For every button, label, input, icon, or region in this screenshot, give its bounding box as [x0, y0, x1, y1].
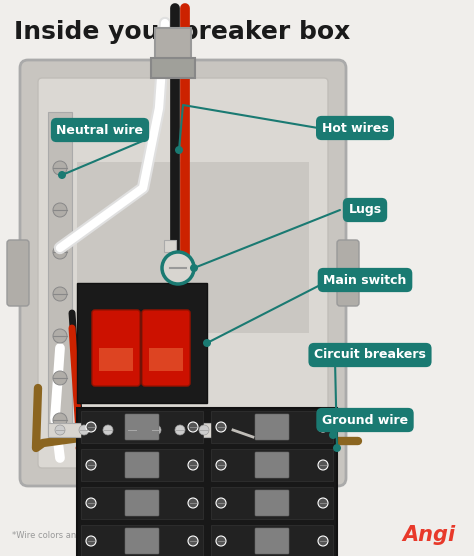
FancyBboxPatch shape — [255, 414, 289, 440]
FancyBboxPatch shape — [255, 452, 289, 478]
Circle shape — [199, 425, 209, 435]
FancyBboxPatch shape — [142, 310, 190, 386]
Circle shape — [53, 371, 67, 385]
Text: Ground wire: Ground wire — [322, 414, 408, 426]
Circle shape — [318, 422, 328, 432]
Circle shape — [79, 425, 89, 435]
Text: Circuit breakers: Circuit breakers — [314, 349, 426, 361]
FancyBboxPatch shape — [125, 490, 159, 516]
Text: Inside your breaker box: Inside your breaker box — [14, 20, 350, 44]
Circle shape — [216, 460, 226, 470]
Circle shape — [53, 161, 67, 175]
Circle shape — [216, 498, 226, 508]
Circle shape — [188, 422, 198, 432]
Circle shape — [188, 460, 198, 470]
Circle shape — [216, 536, 226, 546]
Bar — [211, 487, 333, 519]
Circle shape — [318, 498, 328, 508]
Bar — [149, 348, 183, 371]
Circle shape — [53, 329, 67, 343]
FancyBboxPatch shape — [20, 60, 346, 486]
Bar — [77, 408, 337, 556]
Text: Angi: Angi — [402, 525, 455, 545]
Bar — [77, 283, 207, 403]
Text: Lugs: Lugs — [348, 203, 382, 216]
Bar — [48, 112, 72, 434]
FancyBboxPatch shape — [92, 310, 140, 386]
Text: Neutral wire: Neutral wire — [56, 123, 144, 137]
Circle shape — [175, 425, 185, 435]
Circle shape — [58, 171, 66, 179]
Circle shape — [127, 425, 137, 435]
Circle shape — [86, 422, 96, 432]
Bar — [151, 58, 195, 78]
Circle shape — [53, 203, 67, 217]
FancyBboxPatch shape — [125, 452, 159, 478]
Bar — [211, 449, 333, 481]
Circle shape — [203, 339, 211, 347]
FancyBboxPatch shape — [125, 414, 159, 440]
FancyBboxPatch shape — [255, 490, 289, 516]
Circle shape — [86, 498, 96, 508]
Circle shape — [162, 252, 194, 284]
Circle shape — [188, 536, 198, 546]
Bar — [81, 525, 203, 556]
Circle shape — [55, 425, 65, 435]
Circle shape — [188, 498, 198, 508]
Circle shape — [333, 444, 341, 452]
Circle shape — [190, 264, 198, 272]
Circle shape — [86, 460, 96, 470]
Bar — [81, 449, 203, 481]
Circle shape — [53, 119, 67, 133]
Bar — [99, 348, 133, 371]
FancyBboxPatch shape — [38, 78, 328, 468]
Bar — [77, 162, 309, 333]
Circle shape — [53, 287, 67, 301]
FancyBboxPatch shape — [125, 528, 159, 554]
Bar — [155, 28, 191, 60]
Bar — [211, 525, 333, 556]
FancyBboxPatch shape — [7, 240, 29, 306]
Circle shape — [216, 422, 226, 432]
Text: Hot wires: Hot wires — [322, 122, 388, 135]
Circle shape — [318, 536, 328, 546]
Circle shape — [318, 460, 328, 470]
Circle shape — [53, 413, 67, 427]
Circle shape — [175, 146, 183, 154]
Bar — [211, 411, 333, 443]
Circle shape — [53, 245, 67, 259]
Bar — [81, 487, 203, 519]
Text: Main switch: Main switch — [323, 274, 407, 286]
Bar — [164, 240, 176, 252]
Circle shape — [151, 425, 161, 435]
FancyBboxPatch shape — [337, 240, 359, 306]
Circle shape — [86, 536, 96, 546]
Bar — [81, 411, 203, 443]
Text: *Wire colors and part locations vary depending on your breaker box setup.: *Wire colors and part locations vary dep… — [12, 530, 328, 539]
Bar — [48, 423, 228, 437]
Circle shape — [329, 431, 337, 439]
FancyBboxPatch shape — [255, 528, 289, 554]
Circle shape — [103, 425, 113, 435]
